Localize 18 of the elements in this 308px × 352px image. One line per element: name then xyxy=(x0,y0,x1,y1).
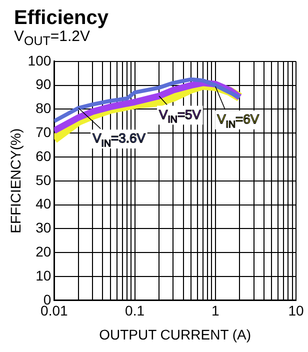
y-tick-label: 40 xyxy=(36,196,52,212)
y-tick-label: 70 xyxy=(36,124,52,140)
y-axis-title: EFFICIENCY(%) xyxy=(7,128,24,234)
x-axis-title: OUTPUT CURRENT (A) xyxy=(99,326,252,342)
y-tick-label: 10 xyxy=(36,267,52,284)
chart-subtitle: V$_{OUT}$=1.2V xyxy=(14,28,90,50)
x-tick-label: 1 xyxy=(211,302,220,319)
chart-title: Efficiency xyxy=(14,7,110,29)
y-tick-label: 60 xyxy=(36,148,52,164)
y-tick-label: 50 xyxy=(36,172,52,188)
x-tick-label: 0.1 xyxy=(125,302,145,319)
y-tick-label: 90 xyxy=(36,76,52,92)
y-tick-label: 20 xyxy=(36,243,52,260)
x-tick-label: 10 xyxy=(288,302,304,319)
y-tick-label: 80 xyxy=(36,100,52,116)
y-tick-label: 100 xyxy=(28,52,52,68)
y-tick-label: 30 xyxy=(36,220,52,236)
y-tick-label: 0 xyxy=(43,291,52,308)
